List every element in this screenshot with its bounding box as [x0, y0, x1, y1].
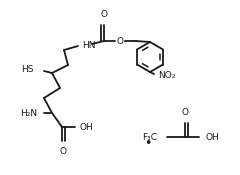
- Text: O: O: [101, 10, 108, 19]
- Text: O: O: [60, 147, 66, 156]
- Text: OH: OH: [80, 122, 94, 131]
- Text: OH: OH: [205, 132, 219, 142]
- Text: O: O: [116, 37, 124, 46]
- Text: HS: HS: [22, 65, 34, 74]
- Text: F₃C: F₃C: [142, 132, 157, 142]
- Text: NO₂: NO₂: [158, 72, 175, 80]
- Text: •: •: [144, 136, 152, 149]
- Text: H₂N: H₂N: [20, 108, 37, 117]
- Text: HN: HN: [82, 40, 96, 50]
- Text: O: O: [181, 108, 188, 117]
